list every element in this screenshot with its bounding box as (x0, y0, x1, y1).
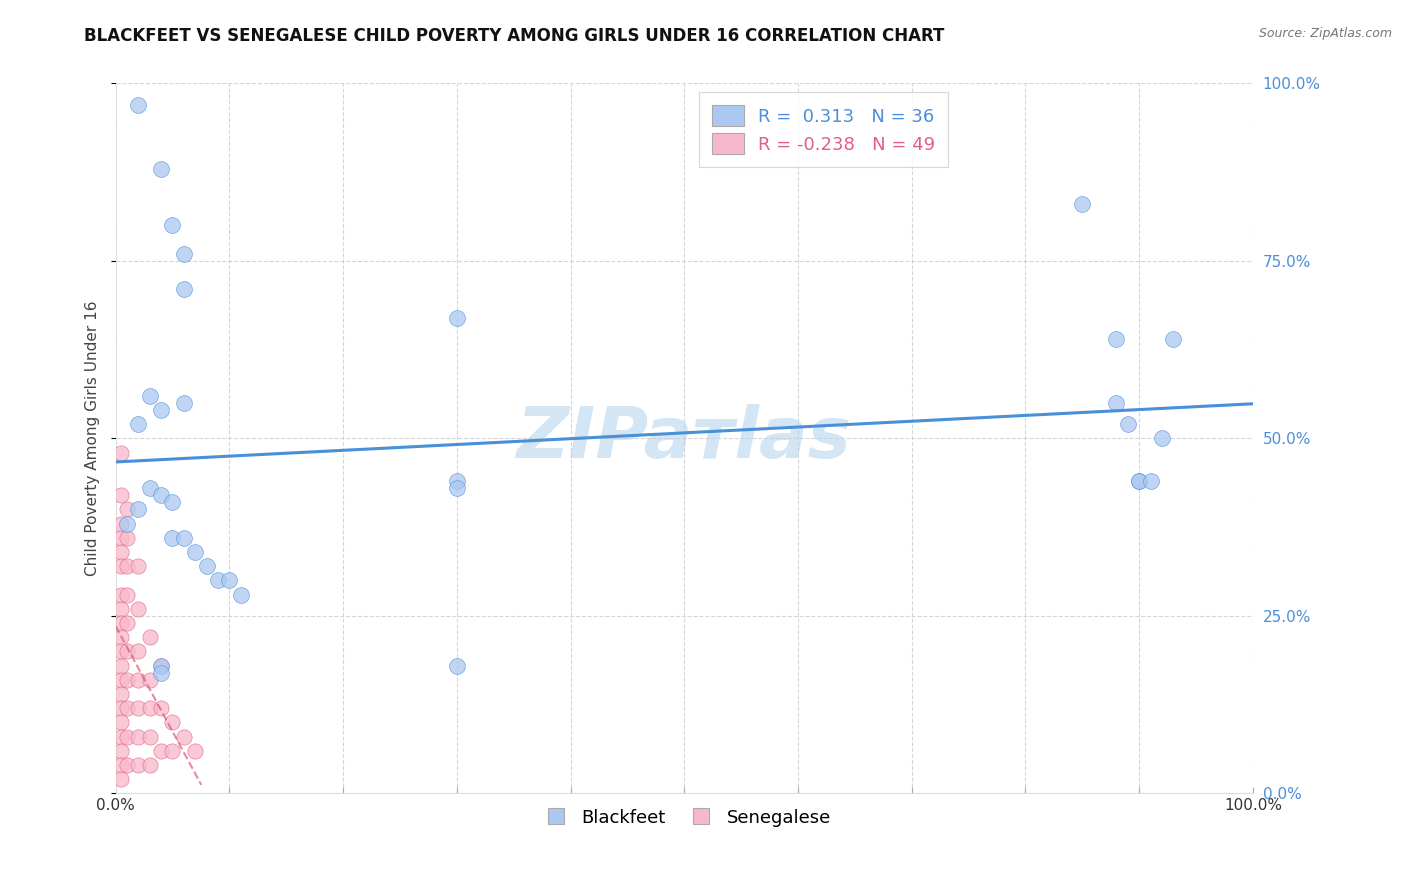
Point (173, 282, 195, 296)
Point (110, 758, 132, 772)
Point (127, 644, 149, 658)
Y-axis label: Child Poverty Among Girls Under 16: Child Poverty Among Girls Under 16 (86, 301, 100, 576)
Point (446, 658, 468, 673)
Point (110, 730, 132, 744)
Point (110, 630, 132, 644)
Point (446, 474, 468, 488)
Point (184, 744, 207, 758)
Point (218, 574, 240, 588)
Point (127, 97, 149, 112)
Point (173, 247, 195, 261)
Point (115, 701, 138, 715)
Point (229, 588, 252, 602)
Text: Source: ZipAtlas.com: Source: ZipAtlas.com (1258, 27, 1392, 40)
Point (110, 744, 132, 758)
Point (110, 516, 132, 531)
Point (127, 601, 149, 615)
Point (110, 601, 132, 615)
Point (173, 396, 195, 410)
Point (162, 744, 184, 758)
Point (1071, 197, 1094, 211)
Point (115, 531, 138, 545)
Point (138, 730, 160, 744)
Point (110, 545, 132, 559)
Point (1105, 396, 1128, 410)
Legend: Blackfeet, Senegalese: Blackfeet, Senegalese (530, 802, 838, 834)
Point (150, 658, 173, 673)
Point (150, 488, 173, 502)
Point (115, 502, 138, 516)
Point (115, 615, 138, 630)
Point (115, 673, 138, 687)
Point (1128, 474, 1150, 488)
Point (127, 758, 149, 772)
Point (115, 559, 138, 574)
Point (138, 673, 160, 687)
Point (162, 495, 184, 509)
Point (150, 403, 173, 417)
Point (138, 630, 160, 644)
Point (110, 488, 132, 502)
Point (110, 588, 132, 602)
Point (127, 502, 149, 516)
Point (446, 481, 468, 495)
Point (162, 219, 184, 233)
Point (1128, 474, 1150, 488)
Point (1105, 332, 1128, 346)
Point (110, 673, 132, 687)
Point (1139, 474, 1161, 488)
Point (1150, 431, 1173, 445)
Point (173, 531, 195, 545)
Point (127, 730, 149, 744)
Text: BLACKFEET VS SENEGALESE CHILD POVERTY AMONG GIRLS UNDER 16 CORRELATION CHART: BLACKFEET VS SENEGALESE CHILD POVERTY AM… (84, 27, 945, 45)
Point (110, 701, 132, 715)
Point (138, 701, 160, 715)
Point (150, 744, 173, 758)
Point (110, 687, 132, 701)
Point (127, 417, 149, 432)
Point (184, 545, 207, 559)
Point (127, 673, 149, 687)
Point (110, 531, 132, 545)
Point (446, 310, 468, 325)
Point (195, 559, 218, 574)
Point (162, 531, 184, 545)
Point (150, 701, 173, 715)
Point (115, 588, 138, 602)
Point (110, 615, 132, 630)
Point (150, 161, 173, 176)
Point (110, 559, 132, 574)
Point (138, 758, 160, 772)
Point (162, 715, 184, 730)
Point (127, 701, 149, 715)
Point (110, 445, 132, 459)
Point (115, 516, 138, 531)
Point (110, 658, 132, 673)
Point (110, 715, 132, 730)
Point (110, 772, 132, 786)
Point (150, 665, 173, 680)
Point (138, 481, 160, 495)
Point (115, 730, 138, 744)
Point (115, 644, 138, 658)
Point (207, 574, 229, 588)
Point (1116, 417, 1139, 432)
Point (150, 658, 173, 673)
Point (110, 644, 132, 658)
Point (138, 389, 160, 403)
Point (115, 758, 138, 772)
Point (1163, 332, 1185, 346)
Point (127, 559, 149, 574)
Text: ZIPaтlas: ZIPaтlas (517, 404, 852, 473)
Point (173, 730, 195, 744)
